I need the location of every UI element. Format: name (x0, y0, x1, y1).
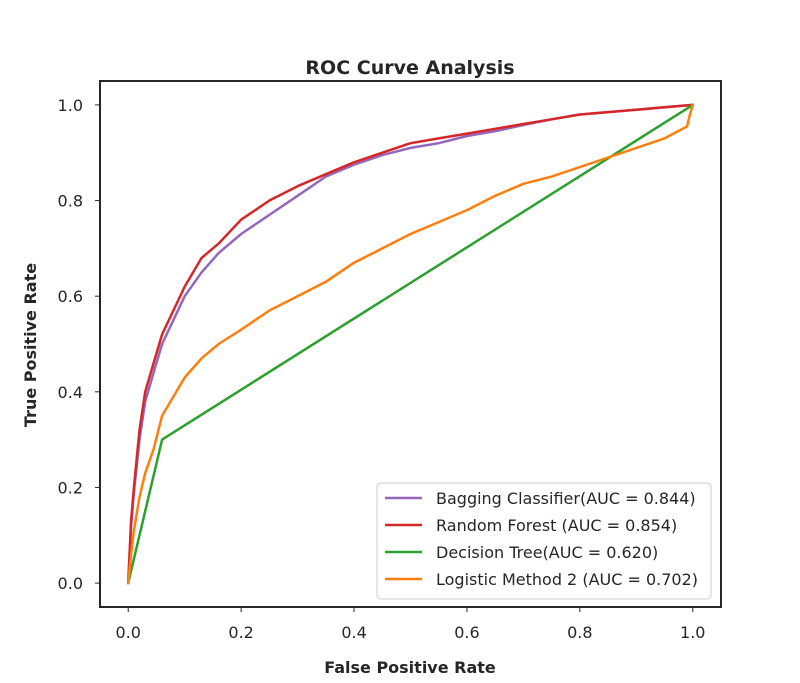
x-tick-label: 0.2 (228, 623, 253, 642)
y-tick-label: 0.6 (58, 287, 83, 306)
series-line-1 (126, 103, 695, 585)
x-axis-label: False Positive Rate (324, 658, 496, 677)
x-tick-label: 0.8 (567, 623, 592, 642)
y-axis-label: True Positive Rate (21, 263, 40, 427)
y-tick-label: 0.2 (58, 478, 83, 497)
plot-lines (126, 103, 695, 585)
series-line-3 (126, 103, 695, 585)
legend-label-3: Logistic Method 2 (AUC = 0.702) (436, 570, 698, 589)
y-axis-ticks: 0.0 0.2 0.4 0.6 0.8 1.0 (58, 96, 100, 593)
x-tick-label: 0.4 (341, 623, 366, 642)
legend-label-0: Bagging Classifier(AUC = 0.844) (436, 489, 696, 508)
y-tick-label: 0.0 (58, 574, 83, 593)
series-line-2 (126, 103, 695, 585)
x-tick-label: 1.0 (680, 623, 705, 642)
x-axis-ticks: 0.0 0.2 0.4 0.6 0.8 1.0 (116, 607, 705, 642)
legend-label-2: Decision Tree(AUC = 0.620) (436, 543, 658, 562)
y-tick-label: 1.0 (58, 96, 83, 115)
plot-frame (99, 80, 722, 608)
legend-label-1: Random Forest (AUC = 0.854) (436, 516, 677, 535)
legend-box (376, 482, 712, 600)
y-tick-label: 0.8 (58, 192, 83, 211)
y-tick-label: 0.4 (58, 383, 83, 402)
x-tick-label: 0.0 (116, 623, 141, 642)
chart-title: ROC Curve Analysis (305, 57, 514, 79)
legend: Bagging Classifier(AUC = 0.844) Random Fo… (376, 482, 712, 600)
x-tick-label: 0.6 (454, 623, 479, 642)
